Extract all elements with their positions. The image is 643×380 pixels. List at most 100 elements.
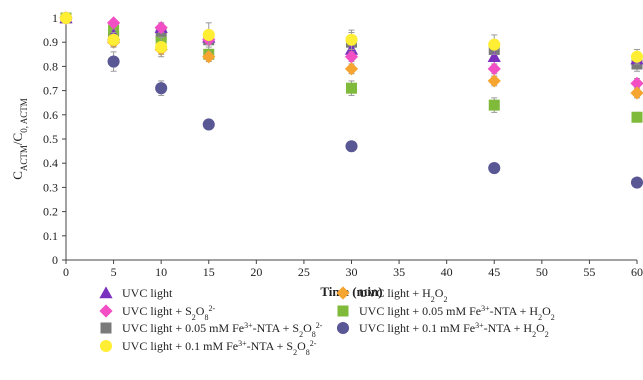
legend-label-part: 2 [532, 330, 536, 339]
legend-label: UVC light [122, 286, 173, 300]
legend-label-part: O [297, 339, 306, 353]
legend-marker [336, 321, 350, 335]
legend-label-part: 3+ [475, 321, 484, 330]
data-point [155, 82, 168, 95]
legend-marker [99, 286, 113, 299]
data-point [631, 111, 643, 123]
data-point [202, 50, 216, 64]
legend-label: UVC light + S2O82- [122, 304, 215, 322]
x-tick-label: 50 [536, 265, 548, 279]
x-tick-label: 60 [631, 265, 643, 279]
x-tick-label: 35 [393, 265, 405, 279]
legend-label-part: 2 [299, 330, 303, 339]
x-tick-label: 55 [583, 265, 595, 279]
legend-item: UVC light + H2O2 [336, 286, 447, 304]
y-label-sub1: ACTM [19, 145, 29, 171]
legend-marker [100, 322, 112, 334]
data-point [488, 99, 500, 111]
legend-label-part: O [542, 304, 551, 318]
legend-item: UVC light + 0.05 mM Fe3+-NTA + H2O2 [337, 304, 555, 322]
data-point [488, 161, 501, 175]
legend-label-part: 2 [293, 348, 297, 357]
legend-marker [99, 339, 113, 353]
data-point [487, 74, 501, 88]
data-point [630, 86, 643, 100]
legend-label-part: 3+ [481, 304, 490, 313]
y-tick-label: 0.6 [43, 108, 58, 122]
x-tick-label: 15 [203, 265, 215, 279]
legend-marker [336, 286, 350, 300]
series-5 [59, 11, 643, 189]
data-point [202, 28, 215, 41]
legend-label-part: 2 [431, 295, 435, 304]
series-6 [59, 11, 643, 65]
legend-label-part: 2 [192, 313, 196, 322]
data-point [488, 38, 501, 51]
data-point [487, 50, 501, 62]
series-layer [59, 11, 643, 189]
legend-label: UVC light + 0.1 mM Fe3+-NTA + S2O82- [122, 339, 317, 357]
legend-item: UVC light + 0.05 mM Fe3+-NTA + S2O82- [100, 321, 323, 339]
legend-label: UVC light + 0.1 mM Fe3+-NTA + H2O2 [359, 321, 549, 339]
y-axis-label: CACTM/C0, ACTM [10, 98, 29, 180]
legend-label-part: 8 [312, 330, 316, 339]
legend-label-part: -NTA + H [490, 304, 539, 318]
legend-label: UVC light + 0.05 mM Fe3+-NTA + S2O82- [122, 321, 323, 339]
legend-label-part: 2 [545, 330, 549, 339]
legend-label-part: 2- [310, 339, 317, 348]
data-point [344, 62, 359, 76]
data-point [154, 21, 168, 35]
x-tick-label: 5 [111, 265, 117, 279]
y-tick-label: 0.3 [43, 180, 58, 194]
y-tick-label: 0.8 [43, 59, 58, 73]
x-axis-label: Time (min) [320, 284, 382, 299]
legend-label-part: 2 [443, 295, 447, 304]
legend-label-part: UVC light + 0.1 mM Fe [122, 339, 238, 353]
legend-label: UVC light + H2O2 [359, 286, 447, 304]
y-tick-label: 0.2 [43, 205, 58, 219]
y-label-sub2: 0, ACTM [19, 98, 29, 133]
legend-label-part: UVC light + 0.1 mM Fe [359, 321, 475, 335]
x-axis-ticks: 0 5 10 15 20 25 30 35 40 45 50 55 60 [63, 260, 643, 279]
data-point [107, 33, 120, 46]
legend-label-part: 8 [204, 313, 208, 322]
legend-label-part: 2 [538, 313, 542, 322]
data-point [345, 33, 358, 46]
data-point [155, 29, 167, 41]
legend-label-part: UVC light + S [122, 304, 192, 318]
data-point [630, 76, 643, 90]
legend-label-part: 8 [306, 348, 310, 357]
legend-label-part: 3+ [238, 339, 247, 348]
y-tick-label: 1 [52, 11, 58, 25]
series-2 [59, 11, 643, 90]
legend-marker [337, 305, 349, 317]
data-point [107, 55, 120, 68]
y-tick-label: 0.5 [43, 132, 58, 146]
x-tick-label: 45 [488, 265, 500, 279]
x-tick-label: 20 [250, 265, 262, 279]
legend-item: UVC light + 0.1 mM Fe3+-NTA + S2O82- [99, 339, 317, 357]
legend-label-part: 2 [551, 313, 555, 322]
y-tick-label: 0.4 [43, 156, 58, 170]
y-tick-label: 0 [52, 253, 58, 267]
y-label-main: C [10, 171, 25, 180]
legend-label-part: 3+ [244, 321, 253, 330]
legend-label-part: -NTA + S [253, 321, 299, 335]
y-label-sep: /C [10, 133, 25, 145]
legend-label-part: UVC light + H [359, 286, 431, 300]
x-tick-label: 0 [63, 265, 69, 279]
legend-label-part: -NTA + H [484, 321, 533, 335]
legend-label-part: O [196, 304, 205, 318]
y-tick-label: 0.1 [43, 229, 58, 243]
x-tick-label: 30 [346, 265, 358, 279]
data-point [106, 16, 121, 30]
data-point [346, 82, 357, 94]
y-tick-label: 0.9 [43, 35, 58, 49]
data-point [202, 118, 215, 131]
x-tick-label: 40 [441, 265, 453, 279]
data-point [487, 62, 501, 76]
legend-label: UVC light + 0.05 mM Fe3+-NTA + H2O2 [359, 304, 555, 322]
x-tick-label: 10 [155, 265, 167, 279]
